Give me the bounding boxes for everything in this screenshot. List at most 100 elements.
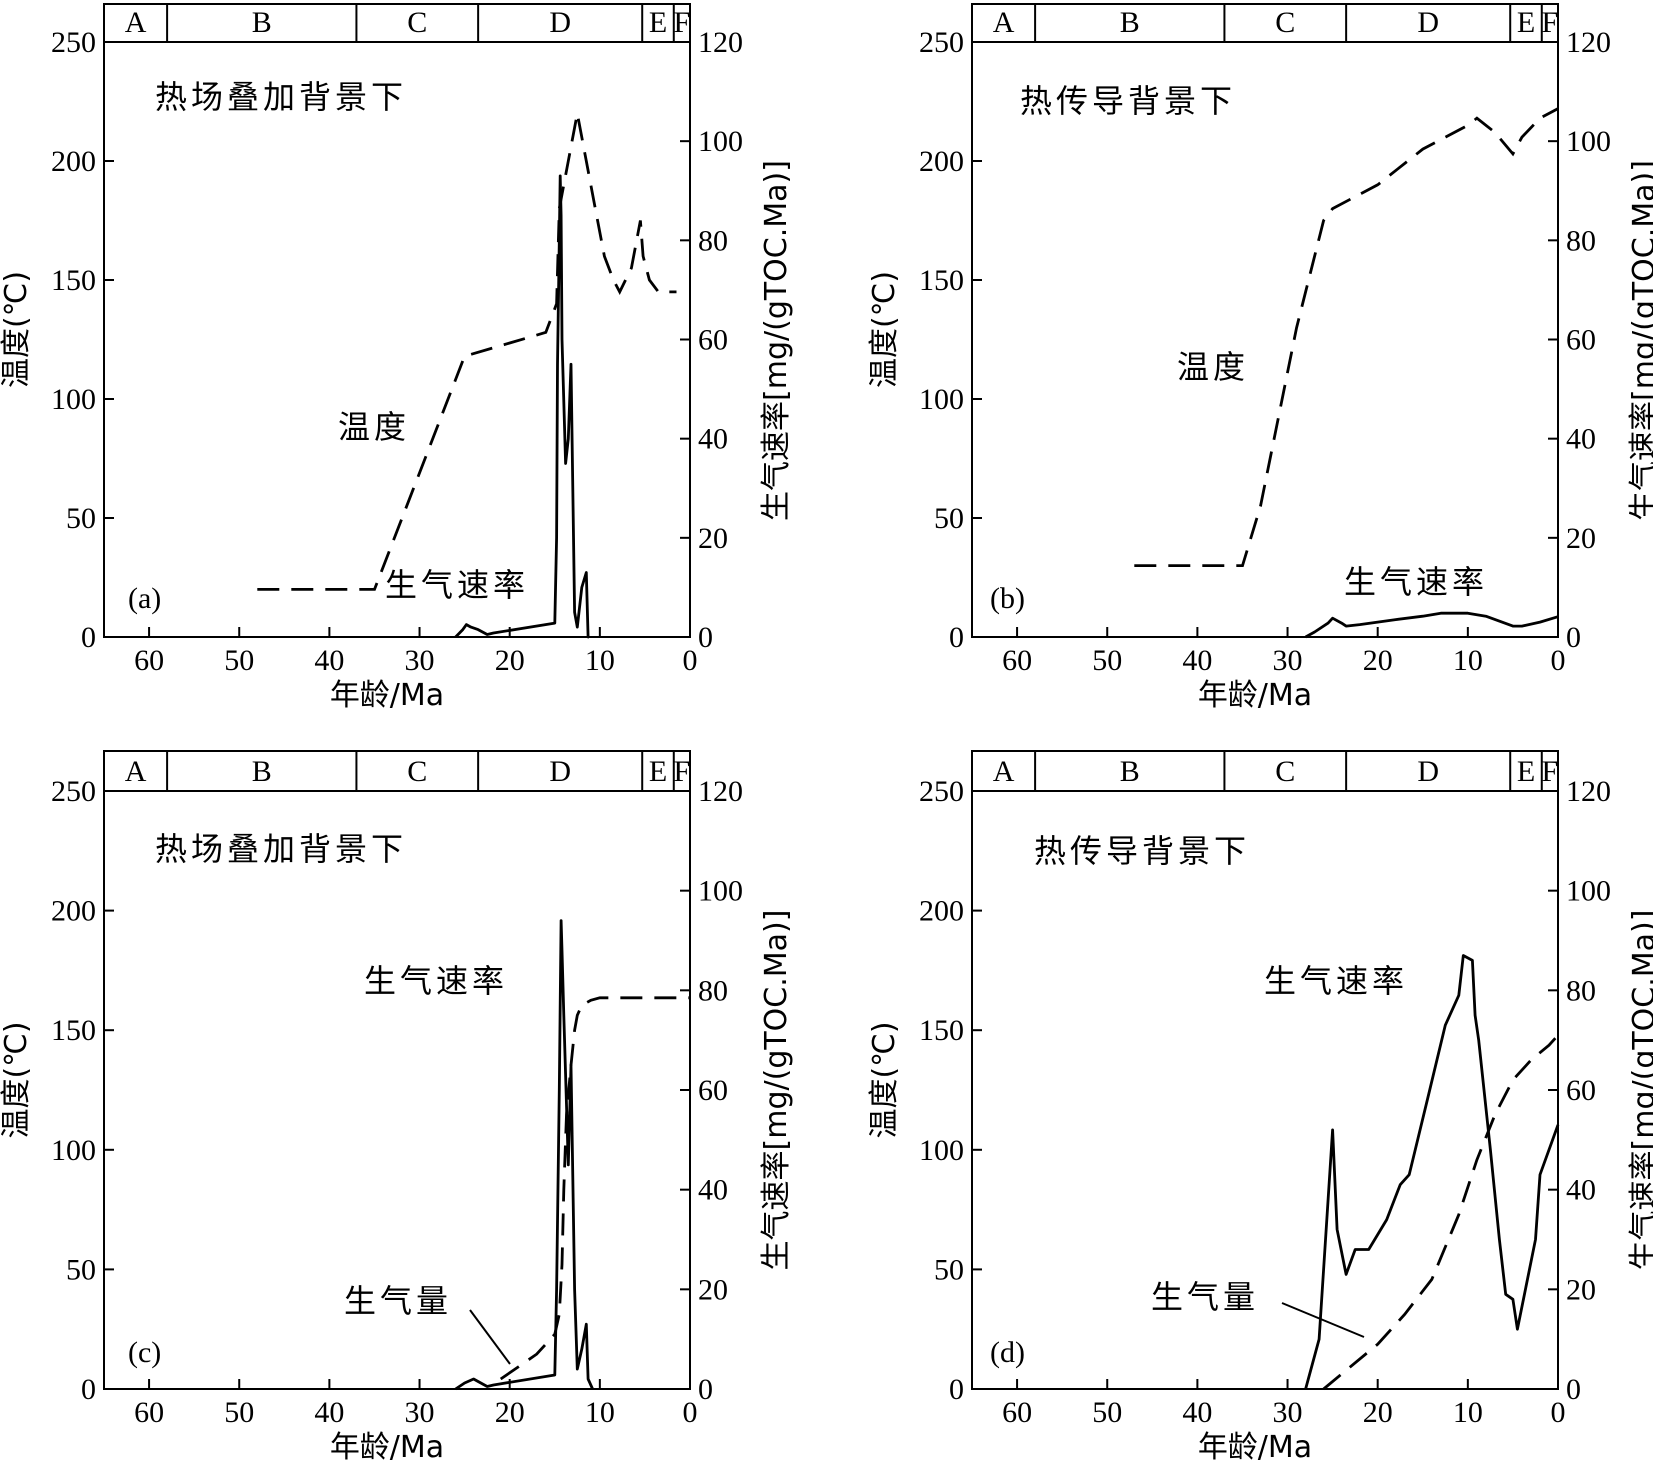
- y-right-tick-label: 120: [698, 26, 743, 59]
- x-tick-label: 50: [1092, 1396, 1122, 1429]
- x-tick-label: 60: [1002, 644, 1032, 677]
- x-tick-label: 10: [1453, 1396, 1483, 1429]
- panel-label: (a): [128, 582, 161, 615]
- x-tick-label: 40: [314, 1396, 344, 1429]
- series-annotation: 温度: [338, 408, 410, 446]
- y-left-tick-label: 150: [51, 264, 96, 297]
- series-line-solid: [1304, 611, 1559, 639]
- y-right-tick-label: 20: [698, 522, 728, 555]
- y-right-tick-label: 100: [1566, 875, 1611, 908]
- strata-label: B: [1120, 755, 1140, 788]
- strata-label: E: [649, 6, 667, 39]
- x-tick-label: 30: [1273, 644, 1303, 677]
- x-axis-title: 年龄/Ma: [330, 678, 444, 713]
- y-right-tick-label: 40: [1566, 423, 1596, 456]
- strata-label: D: [549, 6, 571, 39]
- strata-label: A: [125, 6, 147, 39]
- strata-label: F: [674, 6, 691, 39]
- x-tick-label: 50: [224, 644, 254, 677]
- y-left-tick-label: 100: [51, 1134, 96, 1167]
- y-left-tick-label: 150: [919, 264, 964, 297]
- x-tick-label: 20: [1363, 1396, 1393, 1429]
- x-tick-label: 20: [1363, 644, 1393, 677]
- strata-label: A: [125, 755, 147, 788]
- y-right-tick-label: 60: [698, 324, 728, 357]
- x-tick-label: 0: [1551, 644, 1566, 677]
- strata-label: F: [674, 755, 691, 788]
- strata-label: A: [993, 755, 1015, 788]
- y-right-tick-label: 100: [698, 125, 743, 158]
- chart-panel-c: A B C D E F60 50 40 30 20 10 0050100150200250020406…: [0, 750, 794, 1461]
- panel-label: (b): [990, 582, 1025, 615]
- y-left-tick-label: 50: [66, 1253, 96, 1286]
- y-left-axis-title: 温度(℃): [0, 271, 34, 388]
- x-tick-label: 50: [1092, 644, 1122, 677]
- y-left-tick-label: 200: [51, 145, 96, 178]
- series-annotation: 生气速率: [385, 566, 529, 604]
- x-tick-label: 30: [1273, 1396, 1303, 1429]
- x-tick-label: 20: [495, 644, 525, 677]
- y-right-tick-label: 0: [698, 621, 713, 654]
- y-right-tick-label: 40: [698, 1174, 728, 1207]
- y-right-tick-label: 80: [1566, 974, 1596, 1007]
- x-tick-label: 60: [134, 1396, 164, 1429]
- y-right-tick-label: 20: [1566, 522, 1596, 555]
- series-annotation: 生气速率: [1344, 563, 1488, 601]
- x-tick-label: 10: [585, 644, 615, 677]
- y-left-tick-label: 0: [81, 1373, 96, 1406]
- chart-title: 热场叠加背景下: [155, 830, 407, 868]
- series-annotation: 生气速率: [364, 962, 508, 1000]
- x-tick-label: 20: [495, 1396, 525, 1429]
- x-axis-title: 年龄/Ma: [330, 1430, 444, 1461]
- panel-label: (d): [990, 1336, 1025, 1369]
- x-tick-label: 0: [683, 644, 698, 677]
- series-annotation: 生气量: [1151, 1278, 1259, 1316]
- series-annotation: 生气速率: [1264, 962, 1408, 1000]
- y-right-tick-label: 40: [698, 423, 728, 456]
- strata-label: D: [1417, 755, 1439, 788]
- plot-frame: [103, 750, 691, 1390]
- x-tick-label: 40: [1182, 1396, 1212, 1429]
- y-right-tick-label: 80: [698, 224, 728, 257]
- series-annotation: 温度: [1177, 348, 1249, 386]
- x-tick-label: 60: [1002, 1396, 1032, 1429]
- strata-label: C: [407, 755, 427, 788]
- strata-label: B: [252, 755, 272, 788]
- series-line-dashed: [1322, 1034, 1560, 1391]
- strata-label: B: [1120, 6, 1140, 39]
- series-line-dashed: [257, 113, 677, 591]
- series-line-dashed: [1134, 107, 1559, 567]
- y-left-tick-label: 0: [949, 621, 964, 654]
- plot-frame: [103, 3, 691, 638]
- y-left-axis-title: 温度(℃): [867, 1021, 902, 1138]
- x-tick-label: 10: [585, 1396, 615, 1429]
- strata-label: C: [1275, 755, 1295, 788]
- y-left-tick-label: 200: [51, 895, 96, 928]
- x-tick-label: 0: [1551, 1396, 1566, 1429]
- y-right-axis-title: 生气速率[mg/(gTOC.Ma)]: [759, 910, 794, 1271]
- y-right-tick-label: 20: [1566, 1273, 1596, 1306]
- strata-label: D: [1417, 6, 1439, 39]
- y-left-tick-label: 250: [919, 775, 964, 808]
- y-right-tick-label: 80: [1566, 224, 1596, 257]
- y-left-tick-label: 100: [919, 383, 964, 416]
- y-left-tick-label: 150: [919, 1014, 964, 1047]
- strata-label: A: [993, 6, 1015, 39]
- x-tick-label: 30: [405, 644, 435, 677]
- strata-label: E: [1517, 6, 1535, 39]
- y-right-tick-label: 40: [1566, 1174, 1596, 1207]
- annotation-leader-line: [1281, 1302, 1365, 1338]
- series-line-solid: [454, 174, 590, 639]
- x-axis-title: 年龄/Ma: [1198, 1430, 1312, 1461]
- y-left-tick-label: 50: [66, 502, 96, 535]
- strata-label: D: [549, 755, 571, 788]
- y-right-tick-label: 0: [698, 1373, 713, 1406]
- strata-label: C: [407, 6, 427, 39]
- chart-title: 热场叠加背景下: [155, 78, 407, 116]
- y-right-tick-label: 20: [698, 1273, 728, 1306]
- series-line-dashed: [499, 996, 690, 1381]
- y-left-tick-label: 150: [51, 1014, 96, 1047]
- y-right-tick-label: 120: [1566, 26, 1611, 59]
- y-right-axis-title: 生气速率[mg/(gTOC.Ma)]: [1627, 160, 1653, 521]
